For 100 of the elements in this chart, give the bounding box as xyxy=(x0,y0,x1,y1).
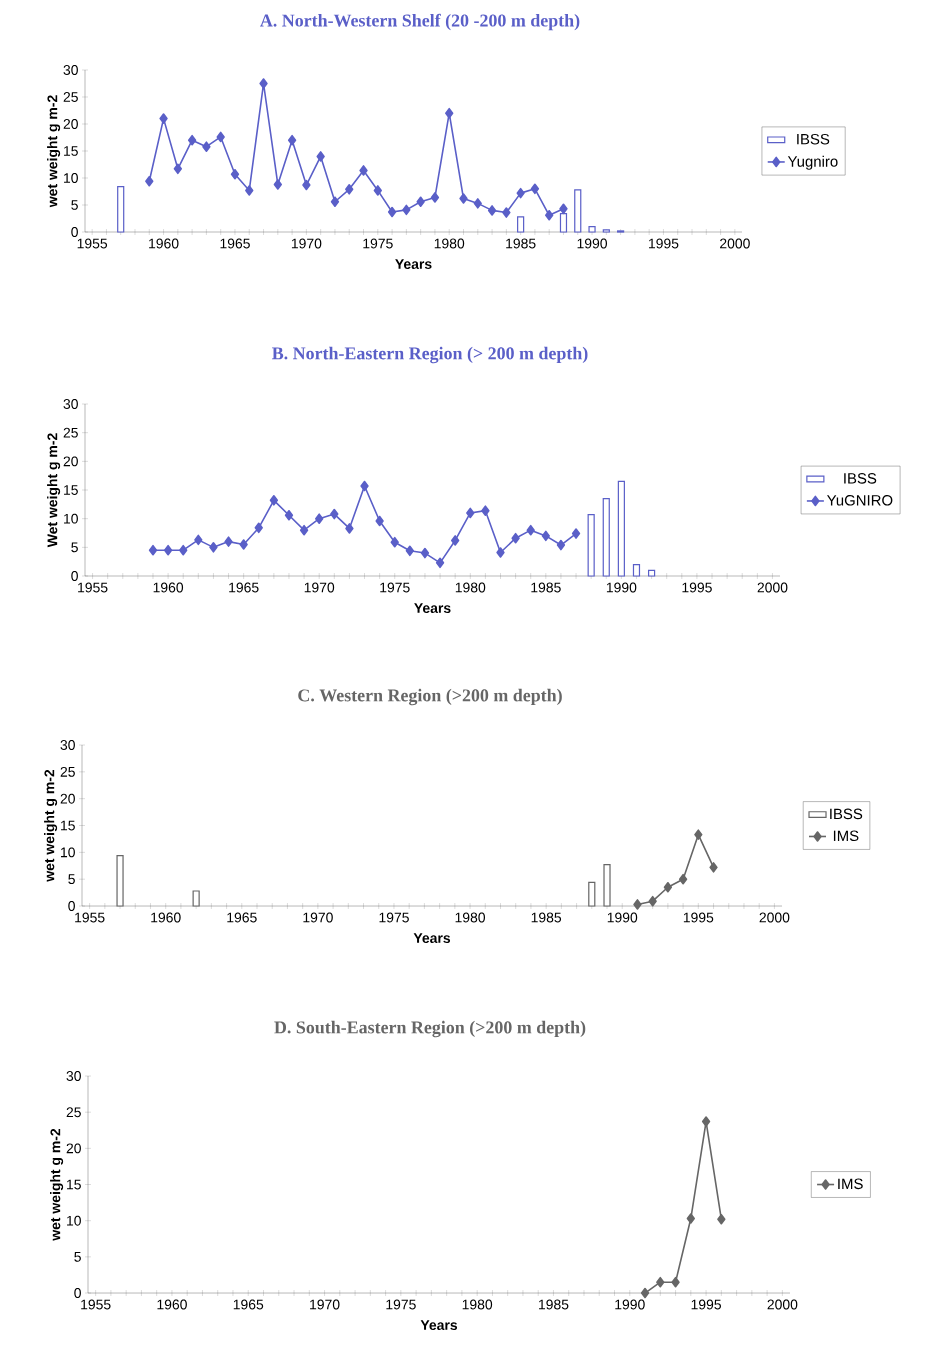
x-tick-label: 1990 xyxy=(577,238,608,249)
x-tick-label: 1975 xyxy=(386,1299,416,1310)
point xyxy=(445,107,454,119)
point xyxy=(496,547,505,558)
y-tick-label: 20 xyxy=(60,793,75,804)
x-tick-label: 1970 xyxy=(304,582,335,593)
x-tick-label: 1985 xyxy=(531,912,562,923)
legend-label: IBSS xyxy=(844,473,877,484)
point xyxy=(633,899,642,910)
x-tick-label: 1970 xyxy=(291,238,322,249)
y-tick-label: 5 xyxy=(68,874,75,885)
point xyxy=(405,545,415,557)
x-tick-label: 1960 xyxy=(153,582,184,593)
point xyxy=(216,131,225,143)
point xyxy=(202,141,211,152)
bar xyxy=(517,216,525,233)
y-axis-title: wet weight g m-2 xyxy=(50,1128,64,1241)
y-tick-label: 10 xyxy=(61,847,75,858)
x-tick-label: 2000 xyxy=(759,912,790,923)
x-tick-label: 1975 xyxy=(380,582,410,593)
point xyxy=(273,179,282,190)
point xyxy=(430,192,440,203)
point xyxy=(245,185,254,196)
bar xyxy=(632,563,641,577)
point xyxy=(686,1213,695,1224)
y-tick-label: 5 xyxy=(74,1252,81,1262)
x-tick-label: 1995 xyxy=(649,238,679,249)
y-axis-title: wet weight g m-2 xyxy=(44,769,58,882)
y-tick-label: 30 xyxy=(63,399,78,409)
point xyxy=(559,203,568,215)
bar xyxy=(647,569,656,577)
point xyxy=(481,505,490,516)
point xyxy=(678,873,688,885)
y-tick-label: 5 xyxy=(71,200,78,210)
x-tick-label: 1975 xyxy=(363,238,393,249)
y-axis-title: wet weight g m-2 xyxy=(47,95,61,208)
x-tick-label: 1980 xyxy=(455,912,486,923)
point xyxy=(516,187,525,199)
x-tick-label: 1965 xyxy=(229,582,259,593)
x-tick-label: 1960 xyxy=(151,912,181,923)
x-tick-label: 1995 xyxy=(683,912,714,923)
point xyxy=(159,113,168,124)
point xyxy=(526,524,535,536)
point xyxy=(701,1116,711,1127)
y-tick-label: 15 xyxy=(64,485,78,495)
legend-label: IBSS xyxy=(830,808,863,820)
point xyxy=(316,151,325,162)
x-tick-label: 1990 xyxy=(607,912,638,923)
x-axis-title: Years xyxy=(420,1320,458,1330)
x-tick-label: 1985 xyxy=(531,582,561,593)
point xyxy=(259,78,268,89)
point xyxy=(194,534,203,546)
bar xyxy=(574,189,582,233)
bar xyxy=(603,864,611,907)
bar xyxy=(192,890,200,907)
x-tick-label: 1995 xyxy=(682,582,712,593)
point xyxy=(545,209,554,221)
point xyxy=(360,480,369,492)
y-tick-label: 20 xyxy=(66,1143,81,1154)
x-tick-label: 1955 xyxy=(77,238,108,249)
point xyxy=(163,544,173,556)
chart-title: A. North-Western Shelf (20 -200 m depth) xyxy=(260,13,580,31)
point xyxy=(656,1276,665,1288)
point xyxy=(435,557,445,569)
x-tick-label: 1985 xyxy=(539,1299,569,1310)
point xyxy=(302,179,311,191)
x-tick-label: 2000 xyxy=(720,238,750,249)
y-tick-label: 0 xyxy=(71,571,78,581)
point xyxy=(209,542,218,553)
y-tick-label: 30 xyxy=(60,740,75,750)
point xyxy=(571,528,581,539)
point xyxy=(173,163,183,175)
chart-title: D. South-Eastern Region (>200 m depth) xyxy=(274,1020,586,1038)
point xyxy=(224,536,233,547)
point xyxy=(287,134,297,146)
x-tick-label: 1980 xyxy=(434,238,465,249)
legend-label: IMS xyxy=(838,1178,863,1190)
point xyxy=(145,175,154,187)
x-axis-title: Years xyxy=(413,933,451,943)
x-tick-label: 1960 xyxy=(149,238,179,249)
point xyxy=(530,183,540,195)
point xyxy=(459,193,468,204)
y-tick-label: 5 xyxy=(71,542,78,553)
bar xyxy=(117,186,125,233)
point xyxy=(402,204,411,216)
point xyxy=(487,205,497,216)
point xyxy=(345,184,354,195)
y-tick-label: 25 xyxy=(60,766,75,777)
x-tick-label: 1970 xyxy=(310,1299,340,1310)
y-tick-label: 10 xyxy=(64,513,78,524)
x-tick-label: 1985 xyxy=(506,238,536,249)
bar xyxy=(588,226,596,233)
point xyxy=(556,539,566,551)
point xyxy=(375,515,384,527)
x-tick-label: 1955 xyxy=(75,912,105,923)
x-tick-label: 1990 xyxy=(606,582,637,593)
point xyxy=(451,535,460,546)
y-tick-label: 0 xyxy=(74,1288,81,1298)
point xyxy=(284,509,294,521)
x-tick-label: 1960 xyxy=(157,1299,187,1310)
